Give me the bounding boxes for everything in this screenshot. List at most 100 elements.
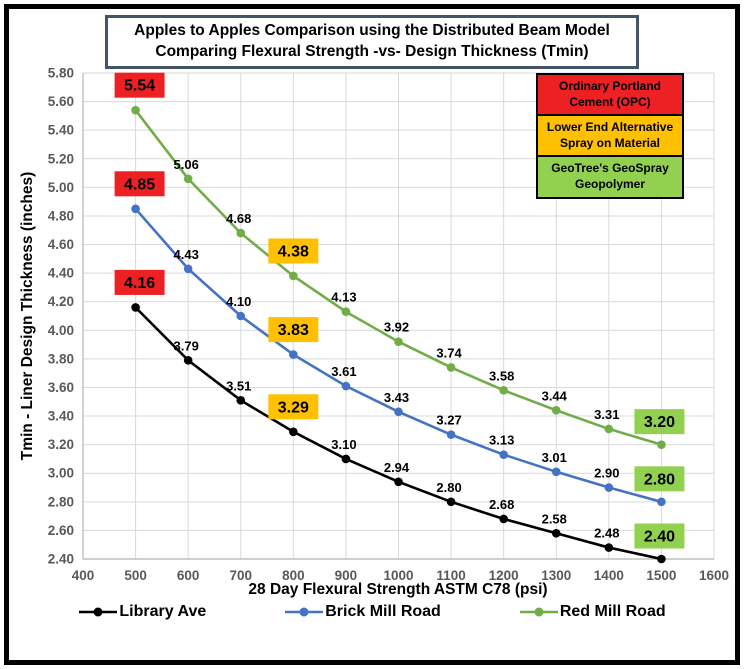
data-label: 2.58 (542, 511, 567, 526)
x-tick-label: 500 (124, 568, 147, 583)
data-point (289, 427, 298, 437)
data-label: 2.40 (644, 529, 675, 546)
data-label: 2.90 (594, 466, 619, 481)
data-point (604, 543, 614, 552)
data-series (131, 105, 666, 564)
y-tick-label: 4.20 (48, 294, 74, 309)
y-tick-label: 4.40 (48, 266, 74, 281)
data-labels: 4.16 3.79 3.51 3.29 3.10 2.94 2.80 2.68 2.58 2.48… (114, 72, 685, 549)
x-axis-title: 28 Day Flexural Strength ASTM C78 (psi) (248, 581, 547, 598)
data-label: 3.13 (489, 433, 514, 448)
y-tick-label: 5.60 (48, 94, 74, 109)
data-point (289, 271, 298, 281)
data-point (131, 105, 140, 115)
figure-frame: Apples to Apples Comparison using the Di… (4, 4, 740, 665)
data-label-box (268, 238, 319, 264)
y-tick-label: 2.80 (48, 494, 74, 509)
legend-item-label: Brick Mill Road (325, 603, 441, 620)
data-label-box (634, 409, 685, 435)
chart-title: Apples to Apples Comparison using the Di… (105, 15, 639, 69)
data-label: 3.31 (594, 407, 619, 422)
line-marker-icon (519, 607, 558, 617)
data-point (341, 307, 351, 317)
data-label: 2.94 (384, 460, 410, 475)
data-label: 3.20 (644, 414, 675, 431)
x-tick-label: 1200 (489, 568, 519, 583)
data-point (236, 311, 246, 321)
data-label: 4.10 (226, 294, 251, 309)
legend-box-alternative-label: Lower End Alternative Spray on Material (546, 120, 674, 150)
data-label: 2.80 (436, 480, 461, 495)
data-label: 3.61 (331, 364, 356, 379)
data-point (394, 407, 403, 417)
y-tick-label: 4.60 (48, 237, 74, 252)
data-label: 4.38 (278, 243, 309, 260)
y-tick-label: 3.00 (48, 466, 74, 481)
legend-item-red-mill-road: Red Mill Road (519, 603, 666, 621)
data-point (236, 228, 246, 238)
data-point (341, 381, 351, 391)
data-point (657, 497, 666, 507)
data-label: 3.01 (542, 450, 567, 465)
x-tick-label: 1300 (541, 568, 571, 583)
y-tick-label: 4.80 (48, 208, 74, 223)
data-label: 3.92 (384, 320, 409, 335)
y-tick-label: 5.80 (48, 66, 74, 81)
y-tick-label: 5.20 (48, 151, 74, 166)
x-tick-label: 1600 (699, 568, 729, 583)
y-tick-label: 2.40 (48, 552, 74, 567)
data-label: 4.43 (174, 247, 199, 262)
data-label: 3.58 (489, 368, 514, 383)
data-label: 3.79 (174, 338, 199, 353)
data-point (446, 430, 456, 439)
data-point (131, 303, 140, 312)
data-point (183, 174, 193, 184)
x-tick-label: 1500 (646, 568, 676, 583)
data-point (604, 483, 614, 492)
y-tick-label: 3.80 (48, 351, 74, 366)
data-point (551, 406, 561, 415)
data-label-box (114, 171, 165, 197)
data-point (499, 386, 508, 395)
data-label: 3.51 (226, 378, 251, 393)
data-point (183, 356, 193, 365)
x-tick-label: 600 (177, 568, 200, 583)
data-point (131, 204, 140, 214)
data-point (341, 454, 351, 464)
x-tick-label: 1100 (436, 568, 465, 583)
data-point (551, 528, 561, 538)
data-label: 2.68 (489, 497, 514, 512)
data-label-box (268, 317, 319, 343)
data-label: 2.48 (594, 526, 619, 541)
data-label-box (114, 72, 165, 98)
data-label: 5.54 (124, 78, 155, 95)
data-point (183, 264, 193, 274)
data-point (499, 514, 508, 524)
x-tick-label: 800 (282, 568, 305, 583)
data-label: 3.44 (542, 388, 568, 403)
data-label: 3.29 (278, 399, 309, 416)
y-axis-title: Tmin - Liner Design Thickness (inches) (19, 172, 36, 461)
data-label: 3.74 (436, 345, 462, 360)
data-point (499, 450, 508, 459)
legend-item-label: Library Ave (119, 603, 207, 620)
data-label: 4.16 (124, 275, 155, 292)
axes: 400 500 600 700 800 900 1000 1100 1200 1300 1400 15… (48, 66, 729, 584)
material-legend: Ordinary Portland Cement (OPC) Lower End… (536, 73, 684, 199)
x-tick-label: 1000 (383, 568, 413, 583)
legend-box-opc: Ordinary Portland Cement (OPC) (536, 73, 684, 117)
y-tick-label: 4.00 (48, 323, 74, 338)
data-point (394, 477, 403, 487)
data-label: 4.85 (124, 176, 155, 193)
chart-plot: 400 500 600 700 800 900 1000 1100 1200 1300 1400 15… (19, 66, 729, 599)
data-label-box (634, 466, 685, 492)
y-tick-label: 3.20 (48, 437, 74, 452)
data-point (446, 497, 456, 507)
data-label-box (114, 269, 165, 295)
data-label-box (634, 523, 685, 549)
data-label: 4.13 (331, 290, 356, 305)
data-label: 4.68 (226, 211, 251, 226)
data-label: 5.06 (174, 157, 199, 172)
data-point (236, 396, 246, 405)
line-marker-icon (79, 607, 118, 617)
